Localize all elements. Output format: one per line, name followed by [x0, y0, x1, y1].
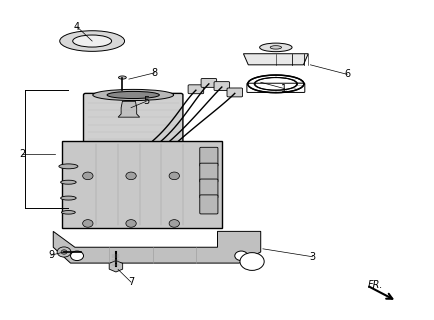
Text: 9: 9: [48, 250, 54, 260]
FancyBboxPatch shape: [199, 163, 217, 182]
Circle shape: [70, 251, 83, 260]
Ellipse shape: [107, 92, 159, 99]
Circle shape: [125, 220, 136, 227]
Circle shape: [61, 250, 67, 254]
Ellipse shape: [59, 31, 124, 51]
FancyBboxPatch shape: [83, 93, 183, 147]
Ellipse shape: [60, 180, 76, 184]
Text: 2: 2: [19, 149, 25, 159]
Ellipse shape: [72, 35, 112, 47]
Circle shape: [169, 220, 179, 227]
Circle shape: [234, 251, 247, 260]
FancyBboxPatch shape: [227, 88, 242, 97]
FancyBboxPatch shape: [199, 195, 217, 214]
FancyBboxPatch shape: [201, 78, 216, 87]
Text: 1: 1: [281, 84, 287, 94]
Circle shape: [57, 247, 71, 257]
Text: 7: 7: [128, 277, 134, 287]
Circle shape: [82, 220, 93, 227]
Ellipse shape: [259, 43, 291, 52]
Circle shape: [169, 172, 179, 180]
Polygon shape: [118, 101, 139, 117]
Ellipse shape: [59, 164, 78, 169]
Ellipse shape: [61, 211, 75, 214]
Circle shape: [82, 172, 93, 180]
Ellipse shape: [60, 196, 76, 200]
FancyBboxPatch shape: [62, 141, 221, 228]
Text: 4: 4: [74, 22, 80, 32]
Ellipse shape: [92, 89, 173, 100]
FancyBboxPatch shape: [199, 179, 217, 198]
Text: 5: 5: [143, 96, 149, 106]
FancyBboxPatch shape: [214, 82, 229, 91]
Text: 8: 8: [151, 68, 158, 78]
Ellipse shape: [270, 46, 281, 49]
Polygon shape: [53, 231, 260, 263]
FancyBboxPatch shape: [187, 85, 203, 94]
Circle shape: [240, 252, 263, 270]
FancyBboxPatch shape: [199, 147, 217, 166]
Ellipse shape: [118, 76, 126, 79]
Text: 6: 6: [343, 69, 349, 79]
Circle shape: [125, 172, 136, 180]
Text: 3: 3: [309, 252, 315, 262]
Text: FR.: FR.: [367, 280, 382, 290]
Polygon shape: [243, 54, 308, 65]
